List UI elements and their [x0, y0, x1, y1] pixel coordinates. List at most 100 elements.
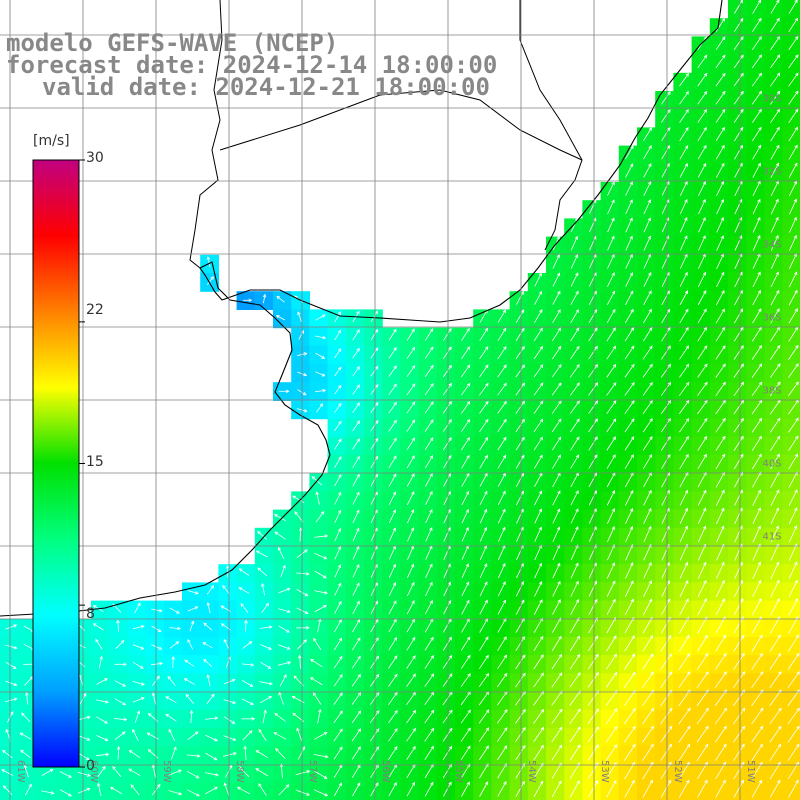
- wind-arrow: [479, 437, 489, 451]
- wind-cell: [618, 637, 638, 656]
- wind-arrow-head: [411, 346, 416, 351]
- wind-arrow-head: [703, 489, 707, 494]
- wind-cell: [637, 364, 656, 383]
- wind-arrow-head: [467, 673, 471, 677]
- wind-arrow-head: [12, 665, 17, 669]
- wind-arrow: [752, 181, 761, 197]
- wind-arrow-head: [257, 530, 261, 535]
- wind-arrow-head: [311, 476, 316, 480]
- wind-arrow: [606, 327, 616, 342]
- wind-arrow: [370, 510, 378, 524]
- wind-arrow: [186, 789, 200, 797]
- wind-arrow: [388, 347, 397, 359]
- wind-arrow: [679, 109, 689, 123]
- wind-arrow: [624, 599, 634, 616]
- wind-arrow-head: [741, 725, 745, 730]
- wind-arrow-head: [411, 419, 416, 424]
- wind-cell: [127, 600, 147, 620]
- wind-arrow: [515, 401, 525, 414]
- wind-arrow: [570, 544, 579, 561]
- wind-arrow-head: [222, 585, 226, 589]
- wind-cell: [400, 600, 420, 620]
- wind-arrow: [242, 641, 252, 649]
- wind-arrow-head: [356, 782, 361, 787]
- wind-arrow-head: [630, 489, 634, 494]
- lon-label: 54W: [526, 760, 537, 783]
- wind-arrow: [388, 619, 397, 633]
- wind-arrow: [443, 564, 451, 579]
- wind-arrow-head: [612, 580, 616, 585]
- wind-arrow: [2, 750, 13, 759]
- wind-arrow: [606, 291, 615, 305]
- wind-arrow: [333, 746, 343, 760]
- wind-arrow: [697, 508, 706, 525]
- wind-arrow: [334, 438, 342, 450]
- wind-arrow-head: [357, 637, 361, 642]
- wind-arrow: [279, 674, 287, 687]
- wind-cell: [618, 491, 638, 511]
- wind-arrow: [769, 363, 781, 378]
- lat-label: 41S: [762, 532, 781, 543]
- wind-cell: [691, 236, 711, 256]
- wind-cell: [691, 72, 711, 92]
- wind-arrow: [388, 365, 397, 377]
- wind-arrow-head: [184, 659, 189, 663]
- wind-cell: [345, 582, 365, 602]
- wind-cell: [345, 436, 365, 456]
- wind-arrow-head: [338, 420, 342, 425]
- wind-arrow: [715, 382, 726, 397]
- wind-cell: [746, 109, 765, 128]
- wind-arrow: [642, 780, 653, 798]
- wind-arrow: [698, 217, 706, 233]
- wind-arrow: [679, 580, 689, 598]
- wind-arrow: [589, 218, 596, 233]
- wind-arrow: [172, 656, 174, 669]
- wind-cell: [491, 673, 511, 693]
- wind-arrow-head: [739, 308, 743, 313]
- wind-arrow: [114, 680, 126, 687]
- wind-cell: [291, 546, 310, 565]
- wind-arrow-head: [112, 766, 116, 770]
- wind-arrow-head: [503, 654, 508, 659]
- wind-arrow-head: [757, 0, 762, 4]
- wind-arrow-head: [356, 366, 360, 370]
- wind-cell: [582, 309, 602, 329]
- wind-arrow: [715, 400, 726, 415]
- wind-arrow: [660, 653, 672, 670]
- wind-cell: [509, 691, 529, 711]
- wind-arrow-head: [684, 290, 688, 294]
- wind-arrow: [130, 784, 140, 796]
- wind-arrow-head: [232, 700, 237, 704]
- wind-cell: [673, 618, 693, 638]
- wind-cell: [637, 691, 656, 711]
- wind-arrow: [734, 253, 743, 269]
- wind-arrow-head: [577, 672, 581, 676]
- wind-cell: [509, 728, 529, 747]
- wind-arrow: [697, 109, 707, 123]
- wind-arrow-head: [156, 675, 160, 680]
- wind-arrow: [184, 678, 195, 685]
- wind-arrow: [606, 635, 617, 652]
- wind-cell: [582, 637, 602, 656]
- wind-cell: [418, 436, 438, 456]
- wind-cell: [709, 200, 729, 219]
- wind-arrow: [388, 728, 398, 742]
- wind-arrow-head: [393, 636, 397, 641]
- wind-arrow-head: [447, 599, 452, 604]
- wind-arrow-head: [576, 653, 581, 658]
- wind-cell: [418, 455, 438, 474]
- wind-arrow: [461, 509, 469, 524]
- wind-arrow: [479, 545, 487, 560]
- wind-cell: [655, 582, 674, 602]
- wind-arrow: [587, 654, 599, 670]
- wind-arrow: [715, 490, 725, 506]
- wind-arrow-head: [485, 418, 489, 423]
- wind-arrow-head: [338, 491, 342, 496]
- wind-arrow-head: [794, 561, 798, 566]
- wind-arrow: [165, 696, 177, 704]
- wind-cell: [364, 491, 383, 511]
- wind-arrow-head: [703, 72, 708, 77]
- wind-cell: [637, 309, 656, 329]
- wind-arrow-head: [521, 599, 525, 604]
- wind-arrow: [588, 272, 597, 287]
